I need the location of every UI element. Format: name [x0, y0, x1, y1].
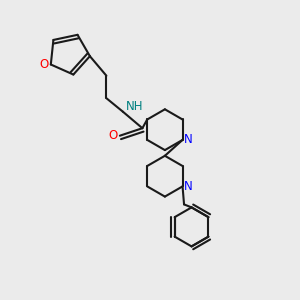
Text: N: N	[184, 134, 192, 146]
Text: O: O	[40, 58, 49, 71]
Text: N: N	[184, 180, 192, 193]
Text: NH: NH	[126, 100, 143, 113]
Text: O: O	[109, 129, 118, 142]
